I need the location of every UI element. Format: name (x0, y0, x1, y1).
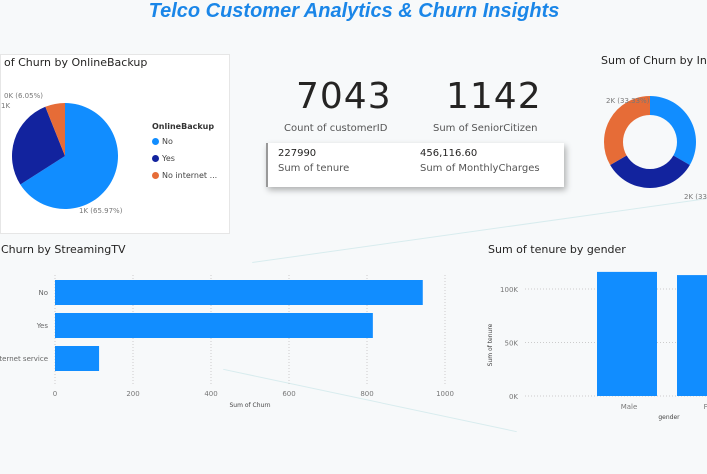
donut-label-left: 2K (33.33%) (606, 97, 650, 105)
legend-title: OnlineBackup (152, 122, 215, 131)
pie-title: of Churn by OnlineBackup (4, 56, 148, 69)
tenure-value: 227990 (278, 148, 317, 159)
pie-label-yes: 1K (1, 102, 11, 110)
y-tick-label: 100K (500, 286, 518, 294)
legend-item-no[interactable]: No (152, 137, 173, 146)
bar (55, 313, 373, 338)
x-category-label: Fer (704, 403, 707, 411)
y-tick-label: 50K (505, 340, 519, 348)
column-title: Sum of tenure by gender (488, 243, 626, 256)
tenure-label: Sum of tenure (278, 163, 350, 174)
legend-label: No (162, 137, 173, 146)
donut-slice-1 (610, 155, 690, 188)
legend-label: No internet ... (162, 171, 218, 180)
donut-chart (604, 96, 696, 188)
x-axis-title: gender (658, 414, 680, 421)
monthly-value: 456,116.60 (420, 148, 478, 159)
kpi-count-customer: 7043 (296, 76, 392, 117)
multi-row-card: 227990 Sum of tenure 456,116.60 Sum of M… (266, 143, 564, 187)
bar-title: Churn by StreamingTV (1, 243, 126, 256)
y-category-label: No (38, 289, 48, 297)
dashboard-title: Telco Customer Analytics & Churn Insight… (148, 0, 560, 22)
y-category-label: ternet service (0, 355, 48, 363)
column (597, 271, 657, 396)
pie-slice-1 (11, 106, 65, 185)
pie-slice-2 (45, 103, 65, 156)
x-tick-label: 400 (204, 390, 217, 398)
x-tick-label: 200 (126, 390, 139, 398)
donut-title: Sum of Churn by Inte (601, 54, 707, 67)
pie-label-no: 1K (65.97%) (79, 207, 123, 215)
monthly-label: Sum of MonthlyCharges (420, 163, 540, 174)
column (677, 275, 707, 396)
gender-column-chart: 0K 50K 100K Male Fer gender Sum of tenure (487, 271, 707, 421)
legend-item-no-internet[interactable]: No internet ... (152, 171, 217, 180)
donut-label-bottom: 2K (33.33 (684, 193, 707, 201)
bar (55, 346, 100, 371)
pie-slice-0 (20, 103, 118, 210)
legend-item-yes[interactable]: Yes (152, 154, 175, 163)
x-tick-label: 600 (282, 390, 295, 398)
x-axis-title: Sum of Churn (229, 402, 270, 409)
kpi-count-customer-label: Count of customerID (284, 123, 388, 134)
streaming-bar-chart: 0 200 400 600 800 1000 No Yes ternet service Sum … (0, 275, 454, 409)
y-axis-title: Sum of tenure (487, 323, 494, 366)
y-category-label: Yes (36, 322, 49, 330)
x-category-label: Male (621, 403, 638, 411)
pie-label-no-internet: 0K (6.05%) (4, 92, 43, 100)
pie-chart (11, 103, 118, 210)
y-tick-label: 0K (509, 393, 518, 401)
donut-slice-2 (604, 96, 650, 166)
donut-slice-0 (650, 96, 696, 165)
kpi-senior: 1142 (446, 76, 542, 117)
x-tick-label: 1000 (436, 390, 454, 398)
bar (55, 280, 423, 305)
pie-card-online-backup[interactable]: of Churn by OnlineBackup 0K (6.05%) 1K 1… (0, 54, 230, 234)
legend-label: Yes (162, 154, 175, 163)
x-tick-label: 800 (360, 390, 373, 398)
kpi-senior-label: Sum of SeniorCitizen (433, 123, 538, 134)
x-tick-label: 0 (53, 390, 57, 398)
